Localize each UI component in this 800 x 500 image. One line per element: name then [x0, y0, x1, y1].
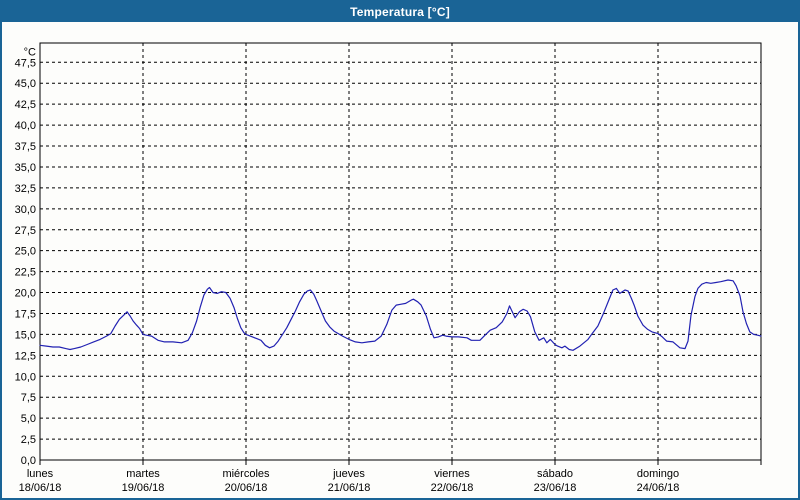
y-tick-label: 47,5: [15, 57, 36, 69]
x-day-name-label: martes: [126, 468, 160, 480]
x-day-name-label: domingo: [637, 468, 679, 480]
y-axis-unit-label: °C: [24, 46, 36, 58]
y-tick-label: 5,0: [21, 413, 36, 425]
x-day-date-label: 19/06/18: [122, 482, 165, 494]
x-day-name-label: lunes: [27, 468, 54, 480]
x-day-date-label: 22/06/18: [431, 482, 474, 494]
x-day-date-label: 20/06/18: [225, 482, 268, 494]
x-day-name-label: viernes: [434, 468, 470, 480]
x-day-name-label: miércoles: [222, 468, 270, 480]
x-day-name-label: jueves: [332, 468, 365, 480]
y-tick-label: 42,5: [15, 99, 36, 111]
chart-region: 47,5 45,0 42,5 40,0 37,5 35,0 32,5 30,0 27,5 25,0…: [2, 22, 798, 498]
y-tick-label: 22,5: [15, 267, 36, 279]
y-tick-label: 17,5: [15, 308, 36, 320]
window-title: Temperatura [°C]: [350, 5, 450, 19]
y-tick-label: 35,0: [15, 162, 36, 174]
y-tick-label: 30,0: [15, 204, 36, 216]
y-tick-label: 0,0: [21, 455, 36, 467]
y-tick-label: 15,0: [15, 329, 36, 341]
y-tick-label: 2,5: [21, 434, 36, 446]
y-tick-label: 32,5: [15, 183, 36, 195]
y-tick-label: 10,0: [15, 371, 36, 383]
window-titlebar[interactable]: Temperatura [°C]: [2, 2, 798, 22]
y-tick-label: 40,0: [15, 120, 36, 132]
x-day-date-label: 24/06/18: [637, 482, 680, 494]
x-day-date-label: 18/06/18: [19, 482, 62, 494]
x-day-name-label: sábado: [537, 468, 573, 480]
y-tick-label: 45,0: [15, 78, 36, 90]
y-tick-label: 12,5: [15, 350, 36, 362]
x-day-date-label: 21/06/18: [328, 482, 371, 494]
y-tick-label: 20,0: [15, 288, 36, 300]
temperature-series-line: [39, 279, 762, 351]
y-tick-label: 25,0: [15, 246, 36, 258]
temperature-line-chart: 47,5 45,0 42,5 40,0 37,5 35,0 32,5 30,0 27,5 25,0…: [15, 42, 762, 494]
plot-frame: [39, 42, 762, 461]
y-tick-label: 37,5: [15, 141, 36, 153]
y-tick-label: 27,5: [15, 225, 36, 237]
x-day-date-label: 23/06/18: [534, 482, 577, 494]
y-tick-label: 7,5: [21, 392, 36, 404]
